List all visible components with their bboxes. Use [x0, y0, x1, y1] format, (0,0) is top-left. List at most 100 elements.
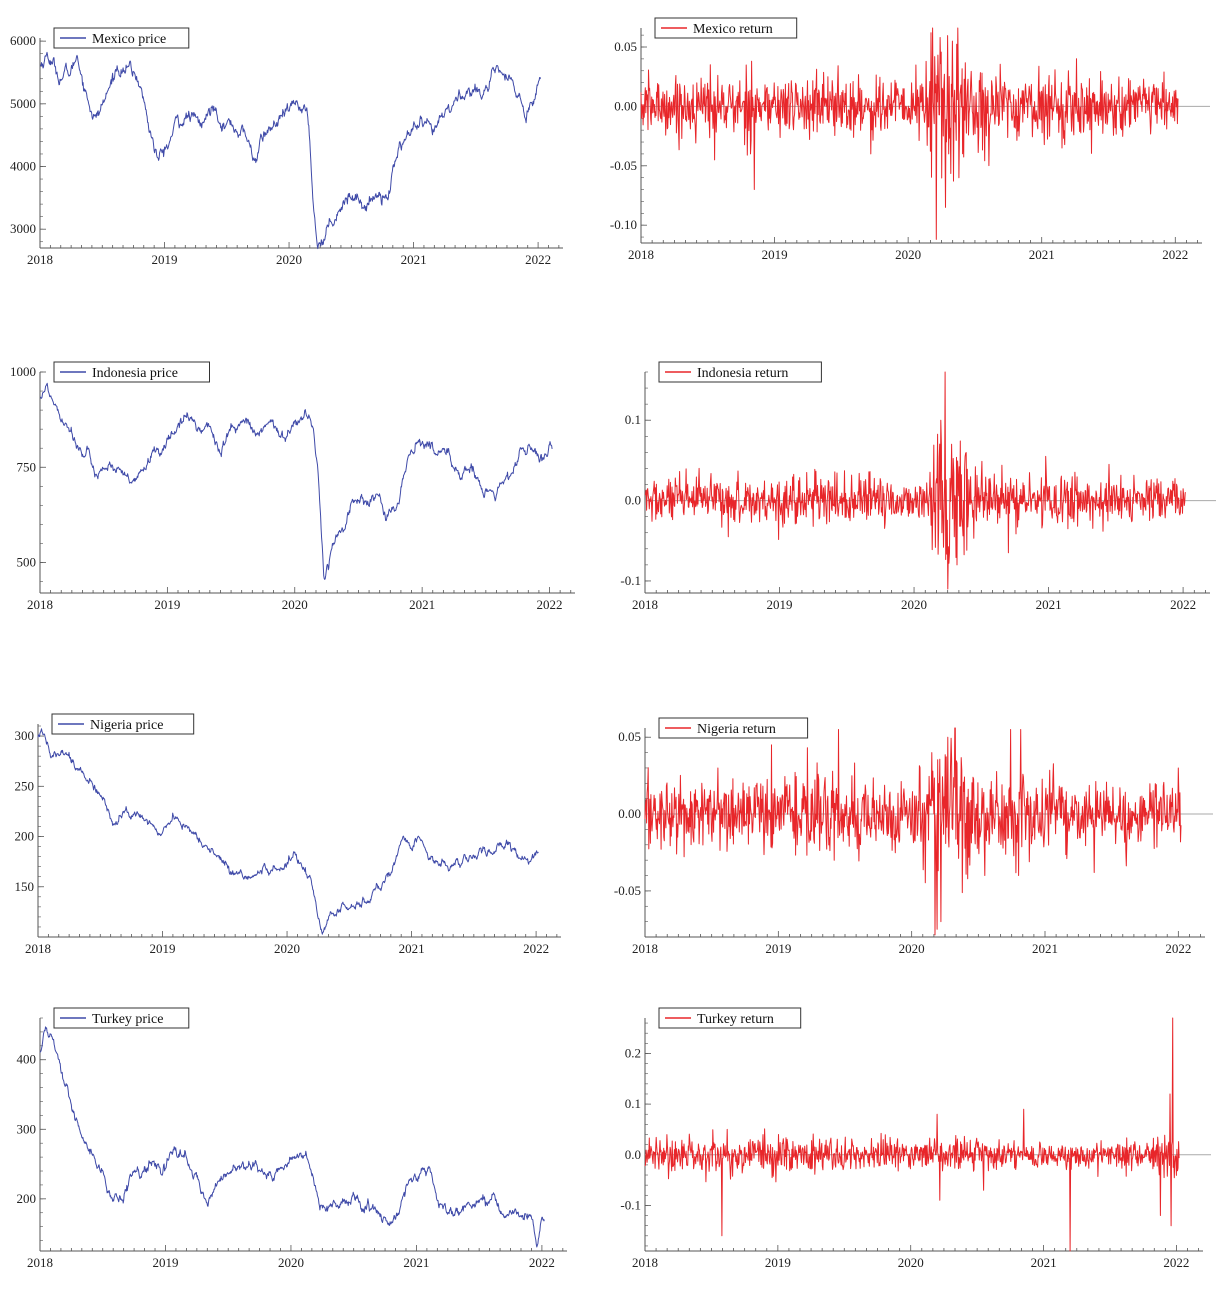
y-tick-label: -0.10: [610, 217, 637, 232]
x-tick-label: 2020: [898, 1255, 924, 1270]
legend: Turkey price: [53, 1007, 190, 1029]
legend: Indonesia return: [658, 361, 822, 383]
x-tick-label: 2020: [282, 597, 308, 612]
legend-box: [51, 713, 195, 735]
x-tick-label: 2022: [1163, 1255, 1189, 1270]
x-tick-label: 2019: [762, 247, 788, 262]
turkey-return-chart: 2018 2019 2020 2021 2022 -0.1 0.0 0.1 0.2 Turkey …: [620, 1007, 1211, 1270]
x-tick-label: 2022: [1170, 597, 1196, 612]
x-tick-label: 2020: [895, 247, 921, 262]
legend-box: [53, 27, 190, 49]
y-tick-label: 0.00: [618, 806, 641, 821]
y-tick-label: 3000: [10, 221, 36, 236]
y-tick-label: 0.1: [625, 412, 641, 427]
axes: [39, 38, 563, 249]
mexico-price-chart: 2018 2019 2020 2021 2022 3000 4000 5000 6000 Mexi…: [10, 27, 563, 267]
legend: Mexico price: [53, 27, 190, 49]
legend: Indonesia price: [53, 361, 210, 383]
y-tick-label: 6000: [10, 33, 36, 48]
legend-box: [654, 17, 798, 39]
legend-label: Nigeria return: [697, 722, 776, 737]
nigeria-return-chart: 2018 2019 2020 2021 2022 -0.05 0.00 0.05 Nigeria…: [614, 717, 1213, 956]
x-tick-label: 2021: [409, 597, 435, 612]
series-line: [640, 27, 1179, 240]
x-tick-label: 2018: [628, 247, 654, 262]
y-tick-label: -0.05: [614, 883, 641, 898]
x-tick-label: 2018: [27, 252, 53, 267]
x-tick-label: 2020: [276, 252, 302, 267]
y-tick-label: 1000: [10, 364, 36, 379]
x-tick-label: 2021: [1031, 1255, 1057, 1270]
x-tick-label: 2022: [1162, 247, 1188, 262]
x-tick-label: 2022: [525, 252, 551, 267]
legend-label: Indonesia price: [92, 366, 178, 381]
axes: [39, 371, 575, 594]
y-tick-label: 0.05: [618, 729, 641, 744]
y-tick-label: 0.05: [614, 39, 637, 54]
x-tick-label: 2019: [152, 252, 178, 267]
y-tick-label: 0.00: [614, 98, 637, 113]
x-tick-label: 2022: [537, 597, 563, 612]
x-tick-label: 2018: [27, 1255, 53, 1270]
legend-box: [658, 717, 809, 739]
series-line: [37, 728, 539, 935]
y-tick-label: 5000: [10, 96, 36, 111]
y-tick-label: -0.1: [620, 573, 641, 588]
x-tick-label: 2020: [274, 941, 300, 956]
legend-label: Nigeria price: [90, 718, 163, 733]
x-tick-label: 2019: [150, 941, 176, 956]
x-tick-label: 2018: [632, 941, 658, 956]
y-tick-label: -0.05: [610, 158, 637, 173]
x-tick-label: 2018: [27, 597, 53, 612]
axes: [644, 1018, 1203, 1252]
y-tick-label: 300: [15, 728, 35, 743]
legend-box: [658, 1007, 802, 1029]
series-line: [644, 727, 1182, 936]
x-tick-label: 2020: [278, 1255, 304, 1270]
x-tick-label: 2022: [1165, 941, 1191, 956]
mexico-return-chart: 2018 2019 2020 2021 2022 -0.10 -0.05 0.00 0.05 Me…: [610, 17, 1210, 262]
indonesia-return-chart: 2018 2019 2020 2021 2022 -0.1 0.0 0.1 Indonesia …: [620, 361, 1216, 612]
axes: [644, 728, 1205, 938]
series-line: [644, 1017, 1180, 1252]
y-tick-label: 200: [15, 829, 35, 844]
axes: [644, 371, 1210, 594]
x-tick-label: 2021: [399, 941, 425, 956]
series-line: [39, 382, 553, 580]
y-tick-label: 0.1: [625, 1096, 641, 1111]
x-tick-label: 2021: [401, 252, 427, 267]
legend-label: Indonesia return: [697, 366, 788, 381]
y-tick-label: 0.0: [625, 493, 641, 508]
legend-box: [53, 1007, 190, 1029]
x-tick-label: 2019: [767, 597, 793, 612]
y-tick-label: 0.2: [625, 1045, 641, 1060]
series-line: [39, 51, 542, 250]
y-tick-label: 0.0: [625, 1147, 641, 1162]
x-tick-label: 2021: [1036, 597, 1062, 612]
legend-box: [658, 361, 822, 383]
indonesia-price-chart: 2018 2019 2020 2021 2022 500 750 1000 Indonesia …: [10, 361, 575, 612]
x-tick-label: 2022: [523, 941, 549, 956]
turkey-price-chart: 2018 2019 2020 2021 2022 200 300 400 Turkey pric…: [17, 1007, 567, 1270]
y-tick-label: -0.1: [620, 1197, 641, 1212]
x-tick-label: 2020: [901, 597, 927, 612]
y-tick-label: 300: [17, 1121, 37, 1136]
y-tick-label: 750: [17, 459, 37, 474]
y-tick-label: 250: [15, 778, 35, 793]
x-tick-label: 2021: [1029, 247, 1055, 262]
legend-box: [53, 361, 210, 383]
y-tick-label: 150: [15, 879, 35, 894]
axes: [37, 724, 561, 938]
series-line: [644, 371, 1186, 590]
x-tick-label: 2019: [154, 597, 180, 612]
x-tick-label: 2021: [403, 1255, 429, 1270]
axes: [640, 28, 1202, 244]
x-tick-label: 2018: [632, 1255, 658, 1270]
y-tick-label: 400: [17, 1052, 37, 1067]
legend-label: Mexico return: [693, 22, 773, 37]
y-tick-label: 4000: [10, 159, 36, 174]
x-tick-label: 2019: [765, 1255, 791, 1270]
series-line: [39, 1026, 545, 1248]
x-tick-label: 2018: [25, 941, 51, 956]
